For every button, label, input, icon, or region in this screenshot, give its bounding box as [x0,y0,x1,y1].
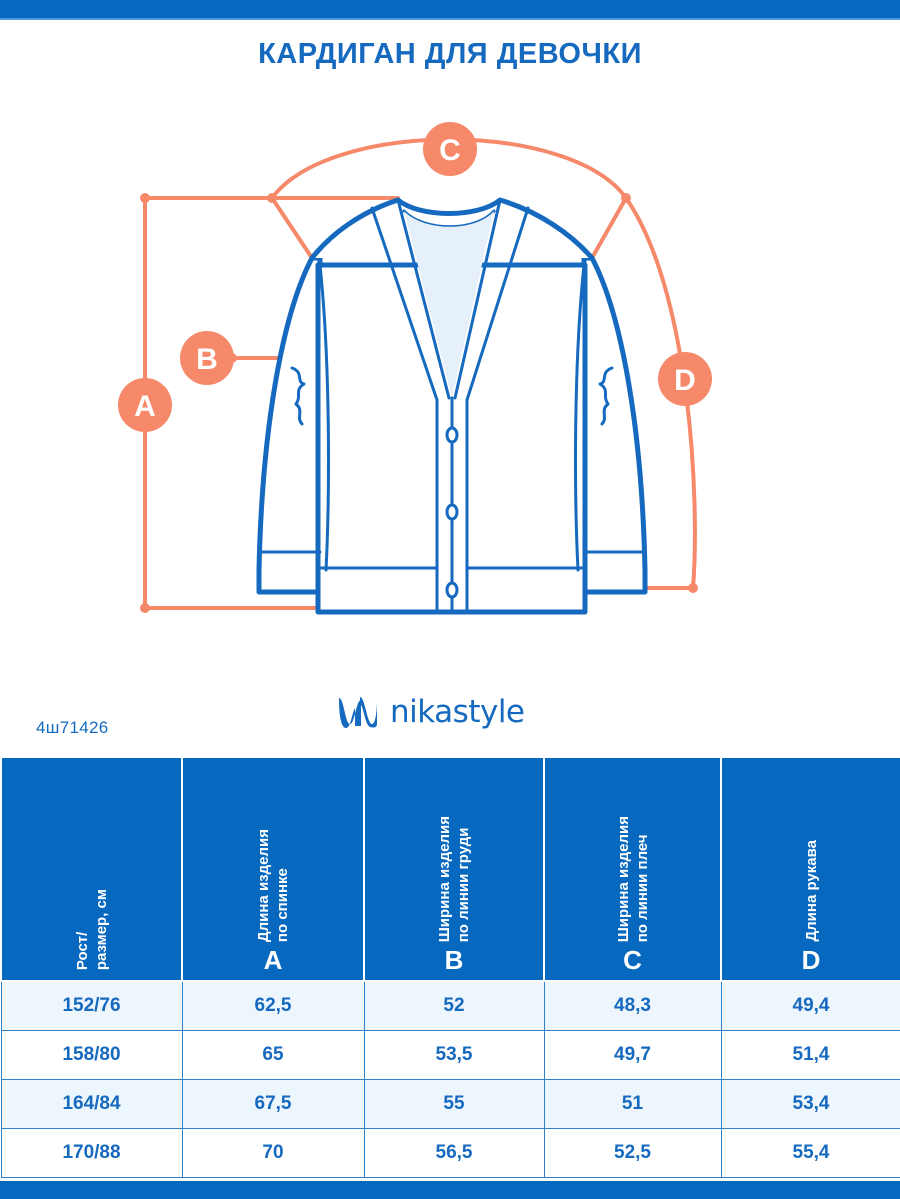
marker-c: C [423,122,477,176]
svg-text:A: A [134,390,156,423]
collar-inner [402,209,496,229]
cell-size: 164/84 [0,1079,183,1129]
table-header-row: Рост/ размер, см Длина изделия по спинке… [0,758,900,982]
cardigan-diagram: A B C D [0,100,900,660]
button-3 [445,581,459,599]
col-header-d-letter: D [801,945,821,975]
size-table: Рост/ размер, см Длина изделия по спинке… [0,758,900,1178]
dot-shoulder-left [267,193,277,203]
left-sleeve [256,255,323,595]
cell-a: 62,5 [181,980,365,1031]
col-header-c-letter: C [623,945,642,975]
cell-a: 70 [181,1128,365,1178]
placket-left-edge [370,206,439,402]
right-sleeve [581,255,648,595]
measure-shoulder-right [590,196,628,260]
marker-d: D [658,352,712,406]
placket-right-outer [453,198,502,400]
left-wrinkle [290,366,306,426]
nikastyle-mark-icon [339,697,377,728]
col-header-c-label: Ширина изделия по линии плеч [614,815,651,942]
col-header-a: Длина изделия по спинке A [181,758,365,982]
cell-d: 49,4 [720,980,900,1031]
right-wrinkle [598,366,614,426]
cell-c: 51 [543,1079,722,1129]
dot-d-bottom [688,583,698,593]
cell-d: 55,4 [720,1128,900,1178]
svg-text:D: D [674,364,696,397]
table-row: 158/80 65 53,5 49,7 51,4 [0,1030,900,1080]
cell-size: 158/80 [0,1030,183,1080]
dot-shoulder-right [621,193,631,203]
bottom-accent-bar [0,1181,900,1199]
col-header-d: Длина рукава D [720,758,900,982]
cell-b: 56,5 [363,1128,545,1178]
cell-d: 53,4 [720,1079,900,1129]
cell-b: 55 [363,1079,545,1129]
col-header-a-label: Длина изделия по спинке [255,828,291,942]
cell-size: 170/88 [0,1128,183,1178]
table-row: 170/88 70 56,5 52,5 55,4 [0,1128,900,1178]
table-row: 164/84 67,5 55 51 53,4 [0,1079,900,1129]
marker-b: B [180,331,234,385]
button-1 [445,426,459,444]
col-header-b-label: Ширина изделия по линии груди [436,815,472,942]
neck-fill [404,211,494,398]
logo-text: nikastyle [390,694,525,730]
col-header-b-letter: B [444,945,464,975]
measure-shoulder-left [270,196,314,260]
top-accent-bar-thin [0,18,900,20]
cell-a: 65 [181,1030,365,1080]
left-sleeve-seam [318,263,330,572]
svg-text:B: B [196,343,218,376]
right-sleeve-seam [574,263,586,572]
page-title: КАРДИГАН ДЛЯ ДЕВОЧКИ [258,38,642,70]
col-header-c: Ширина изделия по линии плеч C [543,758,722,982]
article-code: 4ш71426 [36,718,109,737]
col-header-size-label: Рост/ размер, см [73,888,110,970]
dot-a-top [140,193,150,203]
col-header-size: Рост/ размер, см [0,758,183,982]
table-row: 152/76 62,5 52 48,3 49,4 [0,980,900,1031]
dot-a-bottom [140,603,150,613]
marker-circles: A B C D [118,122,712,432]
cell-b: 52 [363,980,545,1031]
cell-c: 52,5 [543,1128,722,1178]
cell-c: 48,3 [543,980,722,1031]
placket-right-edge [465,206,530,402]
marker-a: A [118,378,172,432]
cell-d: 51,4 [720,1030,900,1080]
svg-text:C: C [439,134,461,167]
cardigan-outline [256,197,648,615]
top-accent-bar [0,0,900,18]
cell-size: 152/76 [0,980,183,1031]
cell-a: 67,5 [181,1079,365,1129]
col-header-a-letter: A [263,945,283,975]
cell-b: 53,5 [363,1030,545,1080]
col-header-d-label: Длина рукава [802,840,820,942]
col-header-b: Ширина изделия по линии груди B [363,758,545,982]
placket-left-outer [396,198,451,400]
cell-c: 49,7 [543,1030,722,1080]
button-2 [445,503,459,521]
brand-logo: nikastyle [336,690,576,734]
